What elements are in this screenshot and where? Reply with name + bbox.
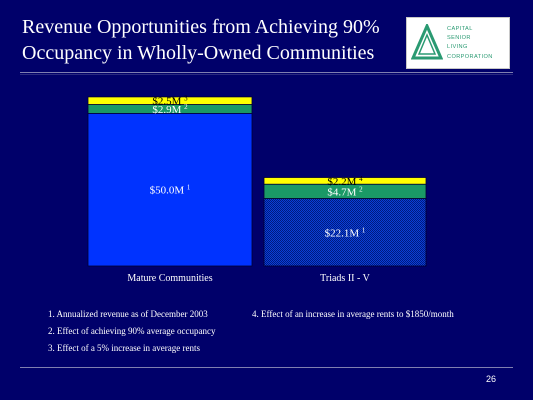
company-logo: CAPITAL SENIOR LIVING CORPORATION [406,17,510,69]
footnote-marker: 1 [187,184,191,192]
segment-value-label: $2.9M 2 [152,103,188,116]
segment-value-label: $4.7M 2 [327,185,363,198]
title-divider [20,72,513,75]
slide-title: Revenue Opportunities from Achieving 90%… [22,14,402,66]
footnote-4: 4. Effect of an increase in average rent… [252,309,454,319]
logo-text-line: SENIOR [447,35,471,42]
segment-value-label: $50.0M 1 [150,184,191,197]
logo-text-line: CORPORATION [447,53,493,60]
bar-segment-2-1 [263,198,427,267]
segment-value-label: $2.5M 3 [152,95,188,108]
footnote-marker: 2 [359,185,363,193]
footnote-1: 1. Annualized revenue as of December 200… [48,309,208,319]
title-line-1: Revenue Opportunities from Achieving 90% [22,16,380,38]
bar-segment-1-1 [87,112,253,267]
logo-wordmark: CAPITAL SENIOR LIVING CORPORATION [447,25,493,62]
bar-segment-2-4 [263,177,427,185]
category-label: Mature Communities [127,273,212,284]
category-label: Triads II - V [320,273,371,284]
footnote-marker: 2 [184,103,188,111]
triangle-logo-icon [411,24,443,60]
bars-layer [87,96,427,267]
labels-layer: $50.0M 1 $2.9M 2$2.5M 3 Mature Communities… [127,95,370,284]
logo-text-line: CAPITAL [447,26,473,32]
footnote-2: 2. Effect of achieving 90% average occup… [48,326,216,336]
segment-value-label: $2.2M 4 [327,175,363,188]
logo-text-line: LIVING [447,44,468,51]
footnote-marker: 1 [362,226,366,234]
footnote-marker: 3 [184,95,188,103]
segment-value-label: $22.1M 1 [325,226,366,239]
page-number: 26 [486,374,497,384]
footer-divider [20,367,513,368]
footnote-3: 3. Effect of a 5% increase in average re… [48,343,201,353]
bar-segment-1-3 [87,96,253,105]
title-line-2: Occupancy in Wholly-Owned Communities [22,42,375,64]
footnote-marker: 4 [359,175,363,183]
